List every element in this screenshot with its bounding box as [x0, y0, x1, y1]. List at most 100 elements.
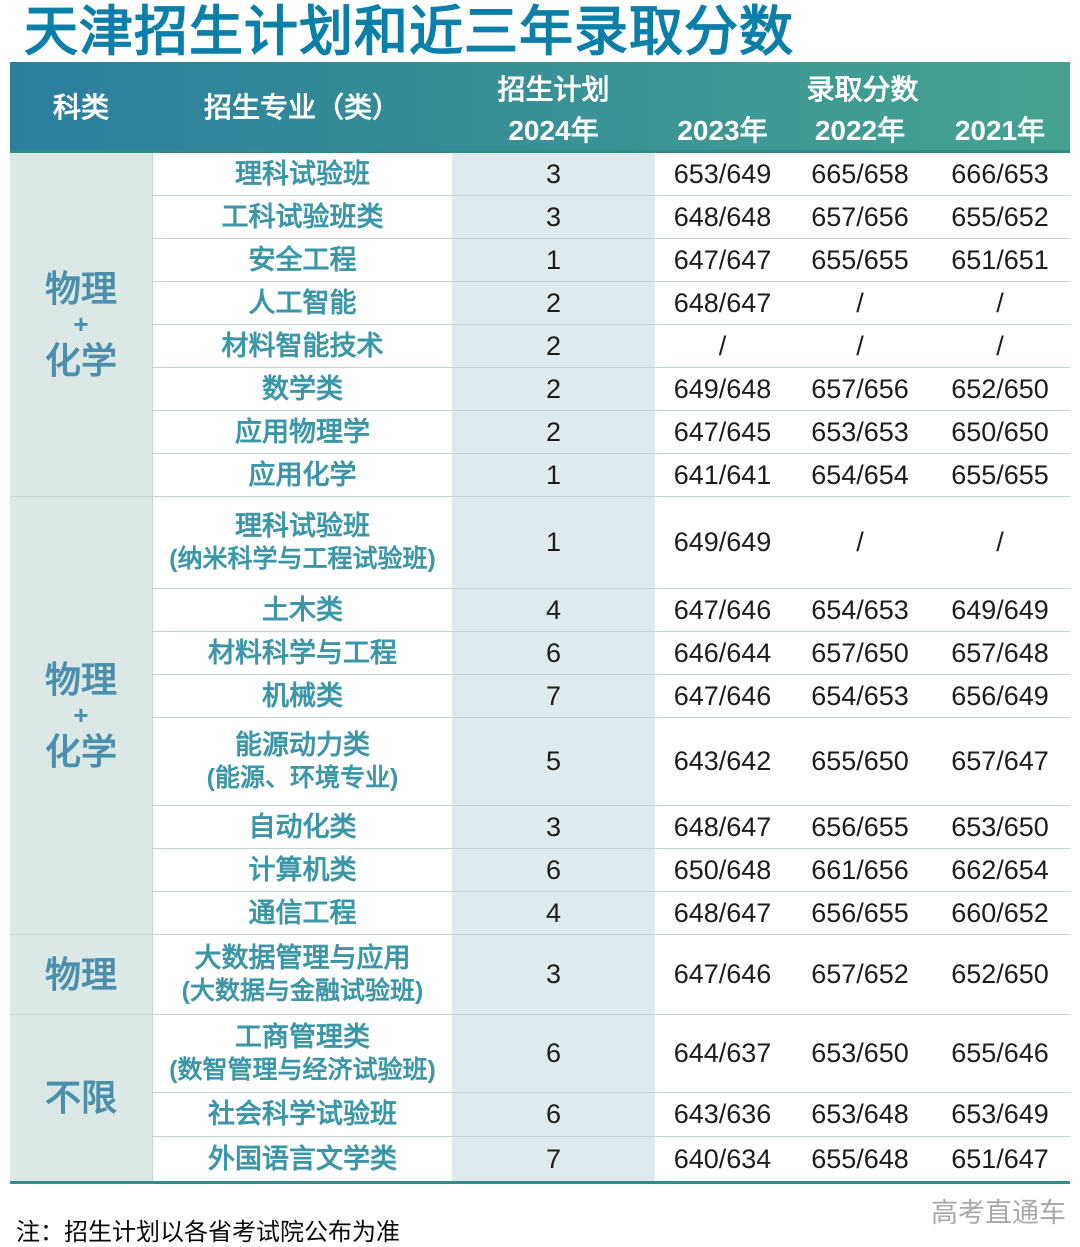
major-label: 理科试验班 [235, 511, 370, 541]
score-2023-cell: / [655, 325, 790, 368]
watermark: 高考直通车 [931, 1198, 1066, 1228]
major-cell: 大数据管理与应用 (大数据与金融试验班) [152, 935, 452, 1015]
header-plan-label: 招生计划 [497, 74, 610, 105]
score-2022-cell: 665/658 [790, 153, 930, 196]
major-label: 土木类 [262, 594, 343, 625]
score-2021-cell: 656/649 [930, 675, 1070, 718]
score-2023-cell: 649/648 [655, 368, 790, 411]
score-2022-cell: 656/655 [790, 892, 930, 935]
major-cell: 土木类 [152, 589, 452, 632]
major-label: 工商管理类 [235, 1022, 370, 1052]
score-2022-cell: / [790, 325, 930, 368]
major-sublabel: (数智管理与经济试验班) [169, 1056, 436, 1084]
score-2022-cell: 653/653 [790, 411, 930, 454]
score-2023-cell: 648/647 [655, 282, 790, 325]
category-cell: 不限 [10, 1015, 152, 1181]
major-label: 材料科学与工程 [208, 637, 397, 668]
score-2021-cell: 655/655 [930, 454, 1070, 497]
score-2023-cell: 643/636 [655, 1093, 790, 1137]
major-label: 外国语言文学类 [208, 1143, 397, 1174]
plan-cell: 3 [452, 196, 655, 239]
category-line: 化学 [44, 339, 117, 381]
header-plan-year: 2024年 [508, 115, 599, 146]
score-2022-cell: 653/650 [790, 1015, 930, 1093]
score-2022-cell: / [790, 497, 930, 589]
score-2023-cell: 646/644 [655, 632, 790, 675]
footnote: 注：招生计划以各省考试院公布为准 [16, 1219, 400, 1246]
category-line: 物理 [44, 268, 117, 310]
score-2022-cell: 657/656 [790, 196, 930, 239]
major-sublabel: (能源、环境专业) [206, 764, 399, 792]
category-line: 化学 [44, 730, 117, 772]
major-label: 机械类 [262, 680, 343, 711]
plan-cell: 4 [452, 589, 655, 632]
plan-cell: 1 [452, 454, 655, 497]
score-2023-cell: 647/646 [655, 675, 790, 718]
major-cell: 材料智能技术 [152, 325, 452, 368]
table-body: 物理 + 化学 理科试验班 3 653/649 665/658 666/653 … [10, 153, 1070, 1184]
score-2022-cell: 655/648 [790, 1137, 930, 1181]
major-cell: 外国语言文学类 [152, 1137, 452, 1181]
major-label: 安全工程 [248, 244, 357, 275]
score-2021-cell: 653/649 [930, 1093, 1070, 1137]
major-cell: 理科试验班 (纳米科学与工程试验班) [152, 497, 452, 589]
major-label: 应用化学 [248, 459, 357, 490]
major-cell: 应用物理学 [152, 411, 452, 454]
category-cell: 物理 + 化学 [10, 153, 152, 497]
plan-cell: 4 [452, 892, 655, 935]
score-2023-cell: 648/647 [655, 892, 790, 935]
plan-cell: 2 [452, 411, 655, 454]
score-2021-cell: 655/646 [930, 1015, 1070, 1093]
score-2021-cell: 666/653 [930, 153, 1070, 196]
score-2023-cell: 647/646 [655, 935, 790, 1015]
score-2021-cell: 650/650 [930, 411, 1070, 454]
header-category: 科类 [52, 92, 109, 123]
category-line: 物理 [44, 953, 117, 995]
score-2023-cell: 640/634 [655, 1137, 790, 1181]
score-2022-cell: 656/655 [790, 806, 930, 849]
major-cell: 人工智能 [152, 282, 452, 325]
score-2022-cell: 654/653 [790, 589, 930, 632]
plan-cell: 3 [452, 153, 655, 196]
major-cell: 自动化类 [152, 806, 452, 849]
plan-cell: 1 [452, 497, 655, 589]
category-plus: + [73, 700, 89, 731]
score-2021-cell: 660/652 [930, 892, 1070, 935]
major-cell: 材料科学与工程 [152, 632, 452, 675]
score-2023-cell: 643/642 [655, 718, 790, 806]
score-2023-cell: 649/649 [655, 497, 790, 589]
major-cell: 应用化学 [152, 454, 452, 497]
score-2021-cell: 662/654 [930, 849, 1070, 892]
major-cell: 机械类 [152, 675, 452, 718]
category-line: 物理 [44, 659, 117, 701]
major-sublabel: (纳米科学与工程试验班) [169, 545, 436, 573]
category-cell: 物理 [10, 935, 152, 1015]
score-2023-cell: 650/648 [655, 849, 790, 892]
score-2021-cell: 651/651 [930, 239, 1070, 282]
major-label: 材料智能技术 [221, 330, 384, 361]
plan-cell: 3 [452, 935, 655, 1015]
header-year-2021: 2021年 [954, 115, 1046, 146]
plan-cell: 7 [452, 1137, 655, 1181]
footer: 高考直通车 注：招生计划以各省考试院公布为准 [10, 1184, 1070, 1246]
major-cell: 数学类 [152, 368, 452, 411]
major-label: 应用物理学 [235, 416, 370, 447]
score-2022-cell: 661/656 [790, 849, 930, 892]
score-2021-cell: 657/647 [930, 718, 1070, 806]
plan-cell: 2 [452, 325, 655, 368]
plan-cell: 5 [452, 718, 655, 806]
score-2021-cell: / [930, 282, 1070, 325]
major-label: 计算机类 [248, 854, 357, 885]
score-2023-cell: 641/641 [655, 454, 790, 497]
score-2022-cell: 655/650 [790, 718, 930, 806]
score-2022-cell: 655/655 [790, 239, 930, 282]
major-cell: 工科试验班类 [152, 196, 452, 239]
score-2021-cell: 652/650 [930, 935, 1070, 1015]
table-header: 科类 招生专业（类） 招生计划 2024年 录取分数 2023年 2022年 2… [10, 62, 1070, 153]
major-label: 能源动力类 [235, 730, 370, 760]
score-2022-cell: 657/656 [790, 368, 930, 411]
major-cell: 社会科学试验班 [152, 1093, 452, 1137]
score-2023-cell: 648/647 [655, 806, 790, 849]
plan-cell: 2 [452, 282, 655, 325]
major-cell: 理科试验班 [152, 153, 452, 196]
